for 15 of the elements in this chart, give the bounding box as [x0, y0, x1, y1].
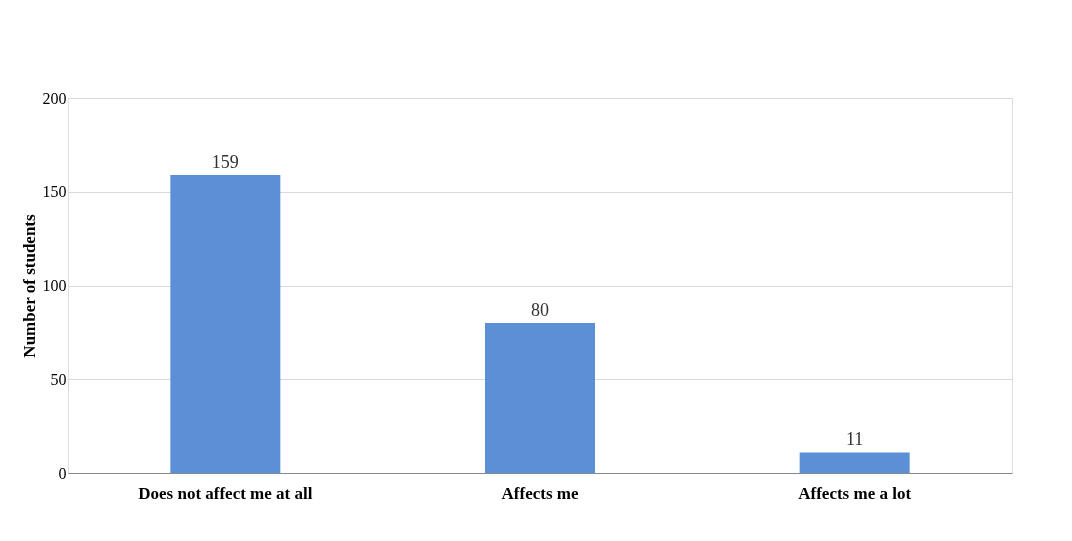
x-tick-label: Affects me a lot [798, 483, 912, 503]
y-tick-label: 150 [42, 183, 67, 201]
data-label: 80 [531, 300, 549, 320]
bar [170, 174, 281, 473]
bar [485, 323, 595, 473]
y-axis-title: Number of students [19, 213, 39, 358]
y-tick-label: 200 [42, 89, 67, 107]
x-tick-label: Does not affect me at all [138, 483, 313, 503]
y-tick-label: 0 [58, 464, 67, 482]
y-tick-label: 50 [50, 370, 67, 388]
bar [799, 452, 910, 473]
data-label: 11 [845, 429, 864, 450]
data-label: 159 [211, 151, 239, 172]
y-tick-label: 100 [42, 277, 67, 294]
x-tick-label: Affects me [501, 483, 579, 503]
